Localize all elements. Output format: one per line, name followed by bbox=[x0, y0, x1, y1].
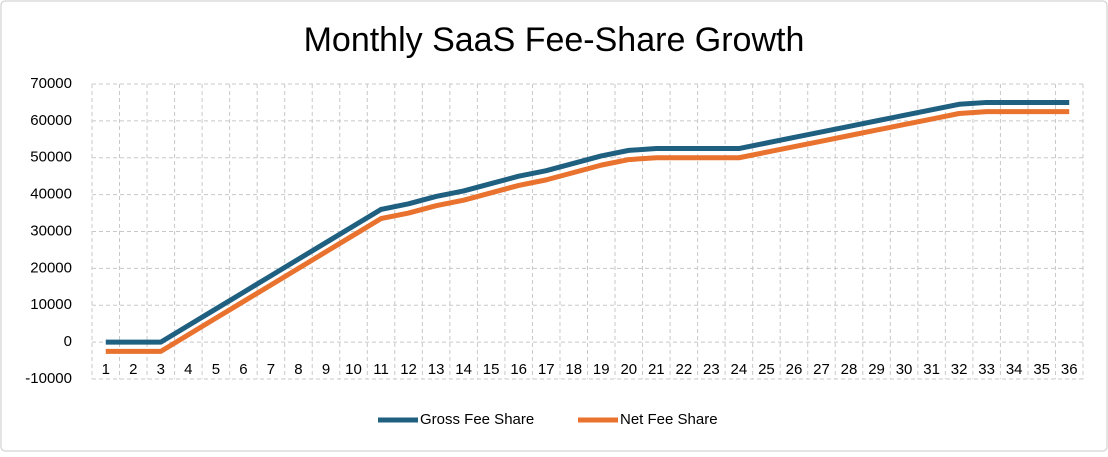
x-tick-label: 19 bbox=[593, 361, 610, 378]
x-tick-label: 14 bbox=[455, 361, 472, 378]
x-tick-label: 15 bbox=[483, 361, 500, 378]
x-tick-label: 25 bbox=[758, 361, 775, 378]
y-tick-label: 60000 bbox=[30, 112, 72, 129]
x-tick-label: 29 bbox=[868, 361, 885, 378]
y-tick-label: 10000 bbox=[30, 296, 72, 313]
x-tick-label: 24 bbox=[731, 361, 748, 378]
x-tick-label: 27 bbox=[813, 361, 830, 378]
x-tick-label: 30 bbox=[896, 361, 913, 378]
x-tick-label: 13 bbox=[428, 361, 445, 378]
y-tick-label: 40000 bbox=[30, 186, 72, 203]
x-tick-label: 1 bbox=[102, 361, 110, 378]
x-tick-label: 7 bbox=[267, 361, 275, 378]
series-line bbox=[105, 99, 1070, 345]
x-tick-label: 31 bbox=[923, 361, 940, 378]
x-tick-label: 36 bbox=[1061, 361, 1078, 378]
x-tick-label: 32 bbox=[951, 361, 968, 378]
x-tick-label: 16 bbox=[510, 361, 527, 378]
series-line bbox=[105, 109, 1070, 354]
x-tick-label: 22 bbox=[676, 361, 693, 378]
x-tick-label: 12 bbox=[400, 361, 417, 378]
x-tick-label: 26 bbox=[786, 361, 803, 378]
y-tick-label: 50000 bbox=[30, 149, 72, 166]
x-tick-label: 35 bbox=[1033, 361, 1050, 378]
x-tick-label: 4 bbox=[184, 361, 192, 378]
y-tick-label: 20000 bbox=[30, 259, 72, 276]
x-tick-label: 2 bbox=[129, 361, 137, 378]
x-tick-label: 34 bbox=[1006, 361, 1023, 378]
y-tick-label: 30000 bbox=[30, 222, 72, 239]
x-tick-label: 23 bbox=[703, 361, 720, 378]
x-tick-label: 11 bbox=[373, 361, 389, 378]
x-tick-label: 9 bbox=[322, 361, 330, 378]
y-tick-label: -10000 bbox=[25, 370, 72, 387]
x-tick-label: 8 bbox=[294, 361, 302, 378]
y-tick-label: 0 bbox=[64, 333, 72, 350]
chart-title: Monthly SaaS Fee-Share Growth bbox=[304, 21, 805, 59]
x-tick-label: 20 bbox=[620, 361, 637, 378]
x-tick-label: 28 bbox=[841, 361, 858, 378]
x-tick-label: 17 bbox=[538, 361, 555, 378]
x-tick-label: 3 bbox=[157, 361, 165, 378]
y-tick-label: 70000 bbox=[30, 75, 72, 92]
x-tick-label: 10 bbox=[345, 361, 362, 378]
x-tick-label: 18 bbox=[565, 361, 582, 378]
x-tick-label: 21 bbox=[648, 361, 665, 378]
legend-label: Net Fee Share bbox=[620, 411, 718, 428]
legend-label: Gross Fee Share bbox=[420, 411, 534, 428]
x-tick-label: 6 bbox=[239, 361, 247, 378]
x-tick-label: 33 bbox=[978, 361, 995, 378]
x-tick-label: 5 bbox=[212, 361, 220, 378]
